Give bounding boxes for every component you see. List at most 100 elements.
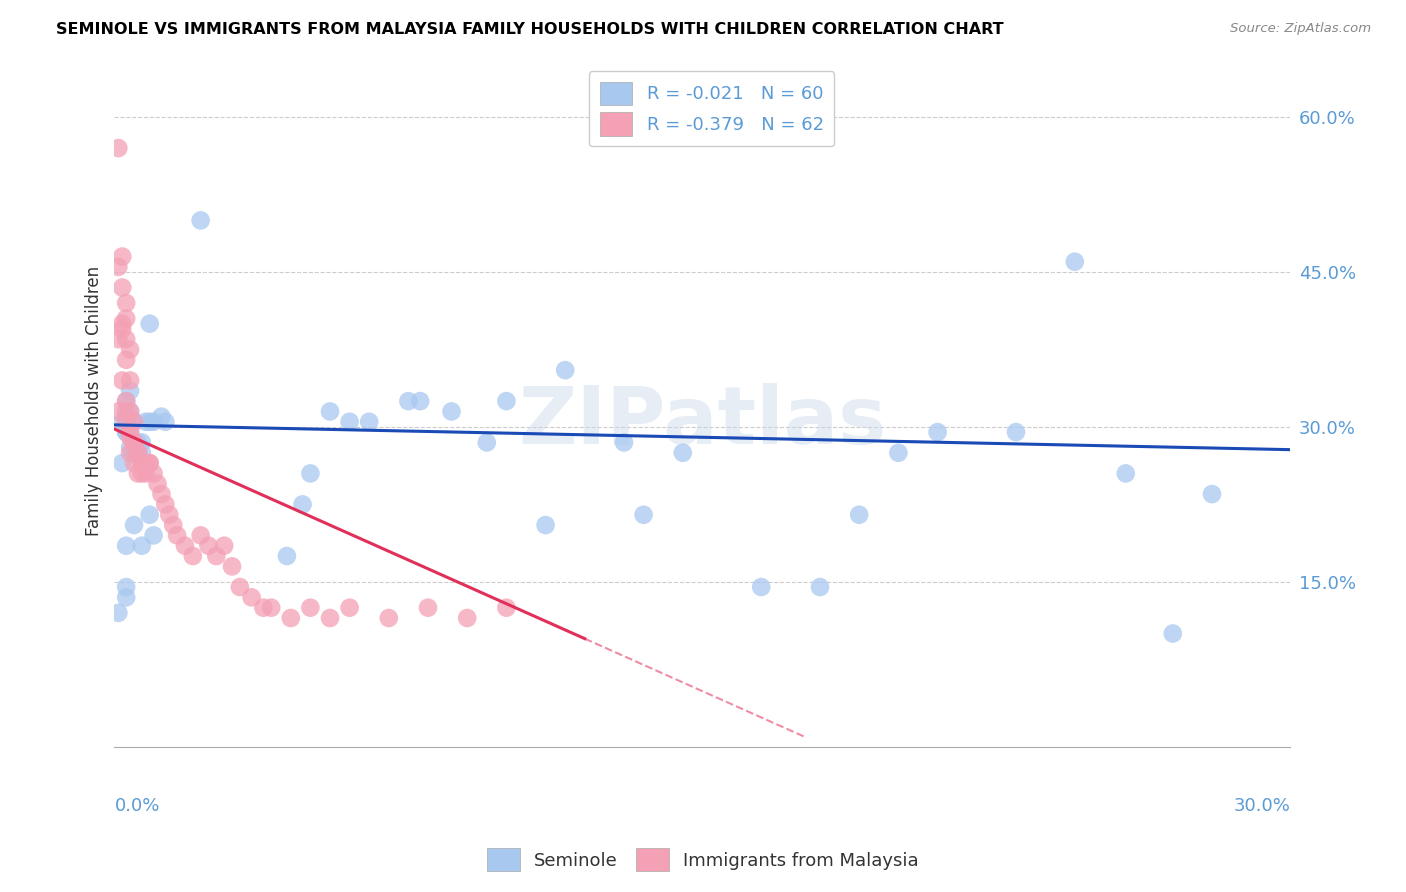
Point: [120, 425, 142, 439]
Point: [115, 394, 138, 409]
Point: [111, 280, 134, 294]
Point: [120, 425, 142, 439]
Point: [127, 467, 149, 481]
Point: [131, 456, 153, 470]
Point: [115, 332, 138, 346]
Point: [1115, 467, 1137, 481]
Point: [115, 296, 138, 310]
Point: [138, 317, 160, 331]
Point: [107, 260, 129, 274]
Point: [115, 591, 138, 605]
Point: [495, 394, 517, 409]
Legend: R = -0.021   N = 60, R = -0.379   N = 62: R = -0.021 N = 60, R = -0.379 N = 62: [589, 71, 835, 146]
Point: [122, 435, 145, 450]
Point: [181, 549, 204, 563]
Point: [135, 467, 157, 481]
Point: [221, 559, 243, 574]
Text: Source: ZipAtlas.com: Source: ZipAtlas.com: [1230, 22, 1371, 36]
Point: [120, 446, 142, 460]
Point: [138, 456, 160, 470]
Point: [115, 352, 138, 367]
Text: 30.0%: 30.0%: [1233, 797, 1291, 815]
Point: [887, 446, 910, 460]
Point: [280, 611, 302, 625]
Point: [440, 404, 463, 418]
Point: [120, 343, 142, 357]
Point: [155, 497, 177, 511]
Point: [190, 528, 212, 542]
Point: [1201, 487, 1223, 501]
Point: [122, 435, 145, 450]
Point: [456, 611, 478, 625]
Point: [495, 600, 517, 615]
Point: [848, 508, 870, 522]
Point: [131, 456, 153, 470]
Y-axis label: Family Households with Children: Family Households with Children: [86, 266, 103, 536]
Point: [146, 476, 169, 491]
Point: [122, 456, 145, 470]
Point: [120, 384, 142, 398]
Point: [534, 518, 557, 533]
Point: [291, 497, 314, 511]
Point: [122, 435, 145, 450]
Point: [142, 415, 165, 429]
Point: [197, 539, 219, 553]
Point: [299, 467, 322, 481]
Point: [378, 611, 401, 625]
Point: [319, 404, 342, 418]
Text: SEMINOLE VS IMMIGRANTS FROM MALAYSIA FAMILY HOUSEHOLDS WITH CHILDREN CORRELATION: SEMINOLE VS IMMIGRANTS FROM MALAYSIA FAM…: [56, 22, 1004, 37]
Point: [111, 322, 134, 336]
Point: [157, 508, 180, 522]
Text: 0.0%: 0.0%: [114, 797, 160, 815]
Point: [127, 446, 149, 460]
Point: [120, 441, 142, 455]
Point: [135, 415, 157, 429]
Point: [120, 404, 142, 418]
Point: [162, 518, 184, 533]
Point: [111, 374, 134, 388]
Point: [115, 394, 138, 409]
Legend: Seminole, Immigrants from Malaysia: Seminole, Immigrants from Malaysia: [479, 841, 927, 879]
Point: [122, 415, 145, 429]
Point: [107, 404, 129, 418]
Point: [142, 528, 165, 542]
Point: [339, 415, 361, 429]
Point: [107, 332, 129, 346]
Point: [107, 141, 129, 155]
Point: [672, 446, 695, 460]
Point: [475, 435, 498, 450]
Point: [111, 456, 134, 470]
Point: [276, 549, 298, 563]
Point: [150, 409, 173, 424]
Point: [111, 250, 134, 264]
Point: [131, 539, 153, 553]
Point: [749, 580, 772, 594]
Point: [115, 415, 138, 429]
Point: [115, 415, 138, 429]
Point: [1161, 626, 1184, 640]
Point: [299, 600, 322, 615]
Point: [927, 425, 949, 439]
Point: [120, 430, 142, 444]
Point: [396, 394, 419, 409]
Point: [613, 435, 636, 450]
Point: [212, 539, 235, 553]
Point: [111, 415, 134, 429]
Point: [240, 591, 263, 605]
Point: [115, 425, 138, 439]
Point: [120, 415, 142, 429]
Point: [131, 435, 153, 450]
Point: [142, 467, 165, 481]
Point: [138, 415, 160, 429]
Point: [174, 539, 197, 553]
Point: [111, 317, 134, 331]
Point: [120, 374, 142, 388]
Point: [319, 611, 342, 625]
Point: [131, 446, 153, 460]
Point: [252, 600, 274, 615]
Text: ZIPatlas: ZIPatlas: [519, 383, 887, 461]
Point: [115, 539, 138, 553]
Point: [115, 425, 138, 439]
Point: [120, 404, 142, 418]
Point: [190, 213, 212, 227]
